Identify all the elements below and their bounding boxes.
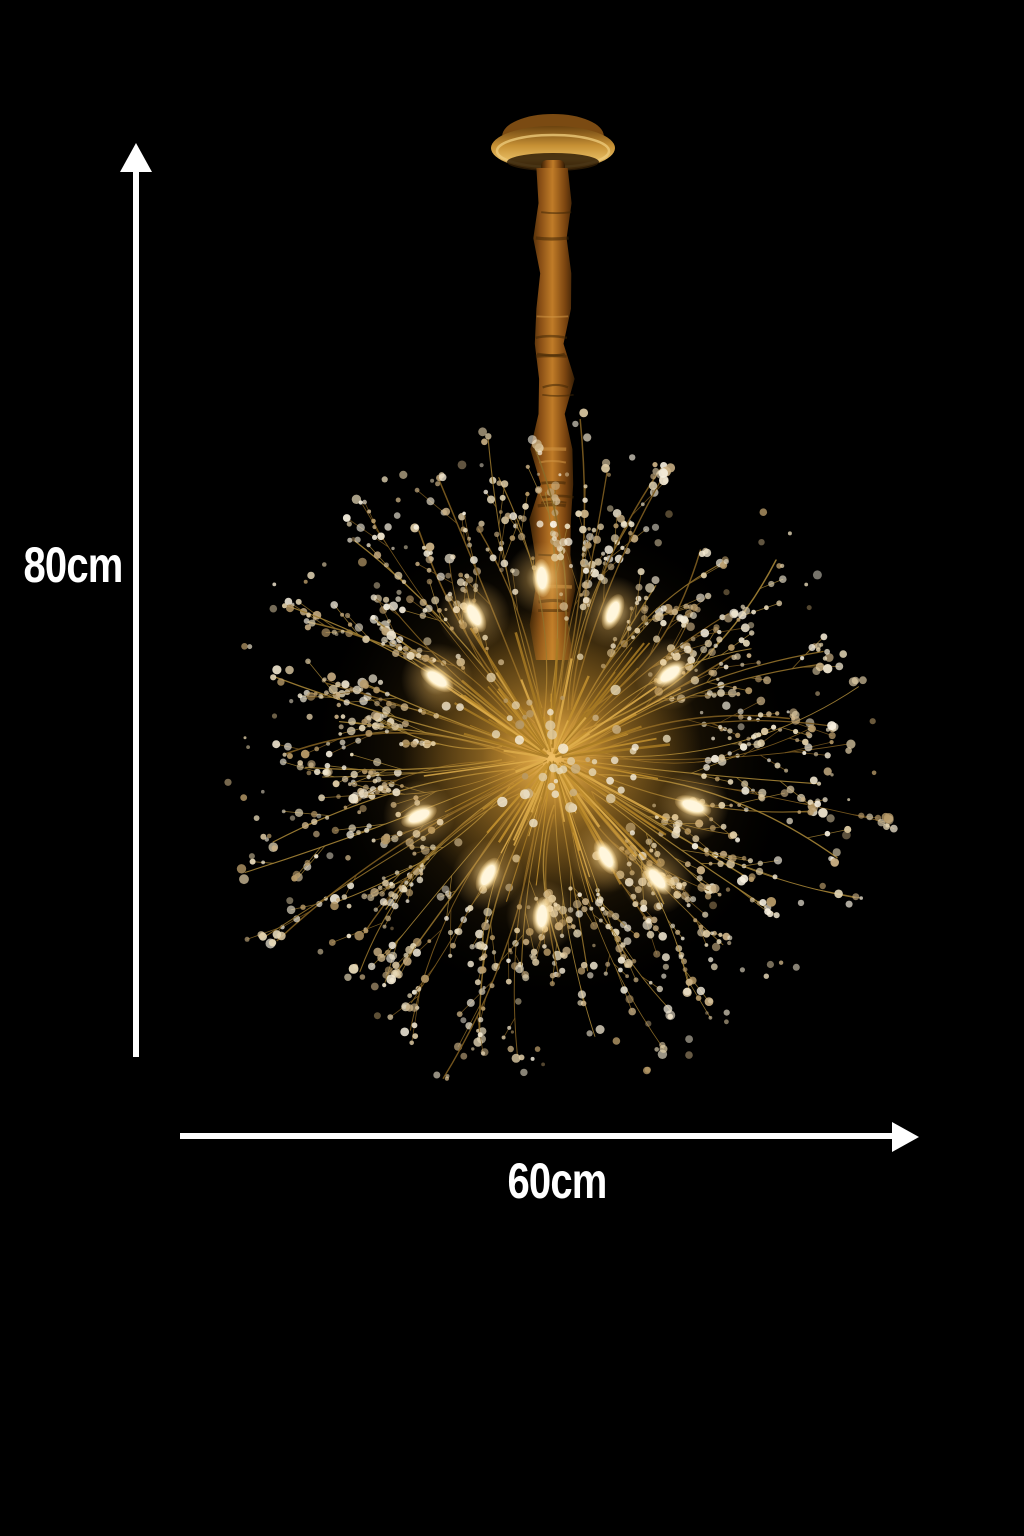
height-dimension-label: 80cm: [23, 537, 123, 593]
height-arrow-line: [133, 171, 139, 1057]
width-dimension-label: 60cm: [507, 1153, 607, 1209]
candle-bulbs: [383, 542, 729, 952]
width-arrow-line: [180, 1133, 893, 1139]
height-arrow-up-head: [120, 143, 152, 172]
width-arrow-right-head: [892, 1122, 919, 1152]
